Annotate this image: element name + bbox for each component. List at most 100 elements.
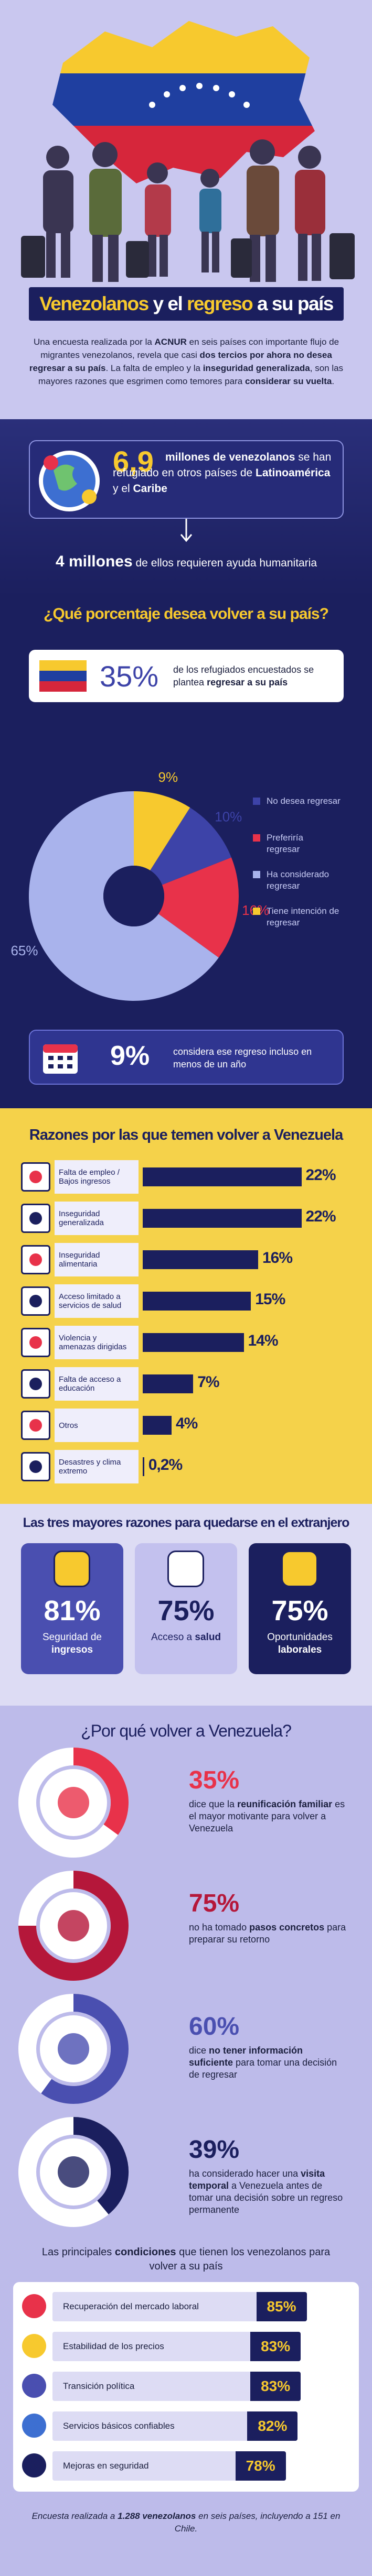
intro-part: Una encuesta realizada por la [33,337,155,347]
reason-label: Desastres y clima extremo [55,1450,139,1483]
bar-value-label: 82% [247,2411,298,2441]
share-part: regresar a su país [207,677,288,687]
legend-swatch [253,834,260,842]
reason-label: Inseguridad generalizada [55,1202,139,1235]
reason-icon [21,1369,50,1399]
reason-icon [21,1452,50,1481]
intro-part: inseguridad generalizada [203,363,310,373]
condition-icon [22,2414,46,2438]
legend-line: Tiene intención de [267,906,339,916]
bar-value-label: 78% [235,2451,286,2481]
ring-icon [58,1787,89,1818]
reason-label: Otros [55,1409,139,1442]
ring-arc [73,1748,129,1835]
intro-part: dos tercios por ahora no desea regresar … [29,350,332,373]
title-part: regreso [187,293,253,314]
stay-card: 81% Seguridad de ingresos [21,1543,123,1674]
reason-icon-glyph [29,1253,42,1266]
reason-icon [21,1162,50,1192]
ring-chart [18,1748,129,1858]
reason-icon [21,1328,50,1357]
why-text-part: para preparar su retorno [189,1922,346,1945]
bar [143,1416,172,1435]
condition-icon [22,2374,46,2398]
refugees-part: y el [113,483,133,495]
donut-slice [150,807,231,885]
condition-label: Transición política [63,2381,135,2391]
globe-icon [39,451,100,511]
ring-arc [18,1871,129,1981]
why-text-part: dice [189,2045,209,2056]
why-title: ¿Por qué volver a Venezuela? [81,1721,292,1740]
donut-slice [158,857,239,958]
ring-value-label: 75% [189,1890,240,1917]
bar-value-label: 4% [176,1415,198,1432]
legend-label: Tiene intención de regresar [267,906,339,927]
reason-label: Acceso limitado a servicios de salud [55,1284,139,1318]
legend-text: No desea regresar [267,796,341,806]
ring-icon [58,2156,89,2188]
refugees-part: Caribe [133,483,167,495]
footer-part: 1.288 venezolanos [118,2511,196,2521]
intro-part: , son las mayores razones que esgrimen c… [38,363,344,386]
header-illustration [0,0,372,293]
intro-text: Una encuesta realizada por la ACNUR en s… [24,335,349,388]
main-title: Venezolanos y el regreso a su país [29,287,344,321]
legend-label: Preferiría regresar [267,833,303,854]
ring-icon [58,1910,89,1941]
aid-text: de ellos requieren ayuda humanitaria [135,557,317,569]
refugees-text: millones de venezolanos se han refugiado… [113,450,333,497]
pie-title: ¿Qué porcentaje desea volver a su país? [44,605,329,623]
card-icon [54,1551,90,1587]
conditions-title-part: Las principales [41,2246,115,2258]
flag-icon [39,660,87,692]
intro-part: ACNUR [154,337,187,347]
why-text-part: no tener información suficiente [189,2045,303,2068]
donut-chart: 10%16%65%9%No desea regresarPreferiríare… [10,769,341,1001]
refugees-part: millones de venezolanos [165,451,295,463]
reason-icon [21,1204,50,1233]
reason-icon-glyph [29,1295,42,1307]
condition-icon [22,2294,46,2318]
bar [143,1374,194,1393]
bar [143,1209,302,1228]
aid-line: 4 millones de ellos requieren ayuda huma… [21,553,352,571]
share-text: de los refugiados encuestados se plantea… [173,663,331,689]
card-label-part: Seguridad de [42,1632,102,1643]
why-text-part: es el mayor motivante para volver a Vene… [189,1799,345,1833]
bar-value-label: 16% [262,1249,293,1267]
card-figure: 81% [44,1595,101,1627]
card-icon [281,1551,318,1587]
share-part: de los refugiados encuestados se plantea [173,664,314,687]
why-text-part: pasos concretos [249,1922,325,1933]
reason-icon [21,1411,50,1440]
card-icon [167,1551,204,1587]
bar-value-label: 14% [248,1332,279,1349]
slice-label: 65% [10,943,38,958]
soon-box [29,1030,344,1085]
card-figure: 75% [271,1595,328,1627]
bar-value-label: 22% [305,1166,336,1184]
legend-line: regresar [267,881,300,891]
reason-label: Violencia y amenazas dirigidas [55,1326,139,1359]
why-text: dice que la reunificación familiar es el… [189,1798,346,1835]
footer-part: Encuesta realizada a [31,2511,118,2521]
reason-icon-glyph [29,1460,42,1473]
legend-swatch [253,871,260,878]
donut-hole [103,866,164,926]
bar [143,1167,302,1186]
conditions-title: Las principales condiciones que tienen l… [31,2245,341,2274]
legend-swatch [253,798,260,805]
refugees-part: se han refugiado en otros países de [113,451,332,479]
reason-label: Falta de empleo / Bajos ingresos [55,1160,139,1194]
legend-swatch [253,908,260,915]
refugees-part: Latinoamérica [256,467,331,479]
title-part: y el [153,293,183,314]
footer-note: Encuesta realizada a 1.288 venezolanos e… [31,2510,341,2535]
card-label-part: laborales [278,1644,322,1655]
ring-value-label: 35% [189,1766,240,1794]
donut-slice [134,791,190,871]
bar-value-label: 0,2% [148,1456,183,1473]
card-figure: 75% [157,1595,215,1627]
